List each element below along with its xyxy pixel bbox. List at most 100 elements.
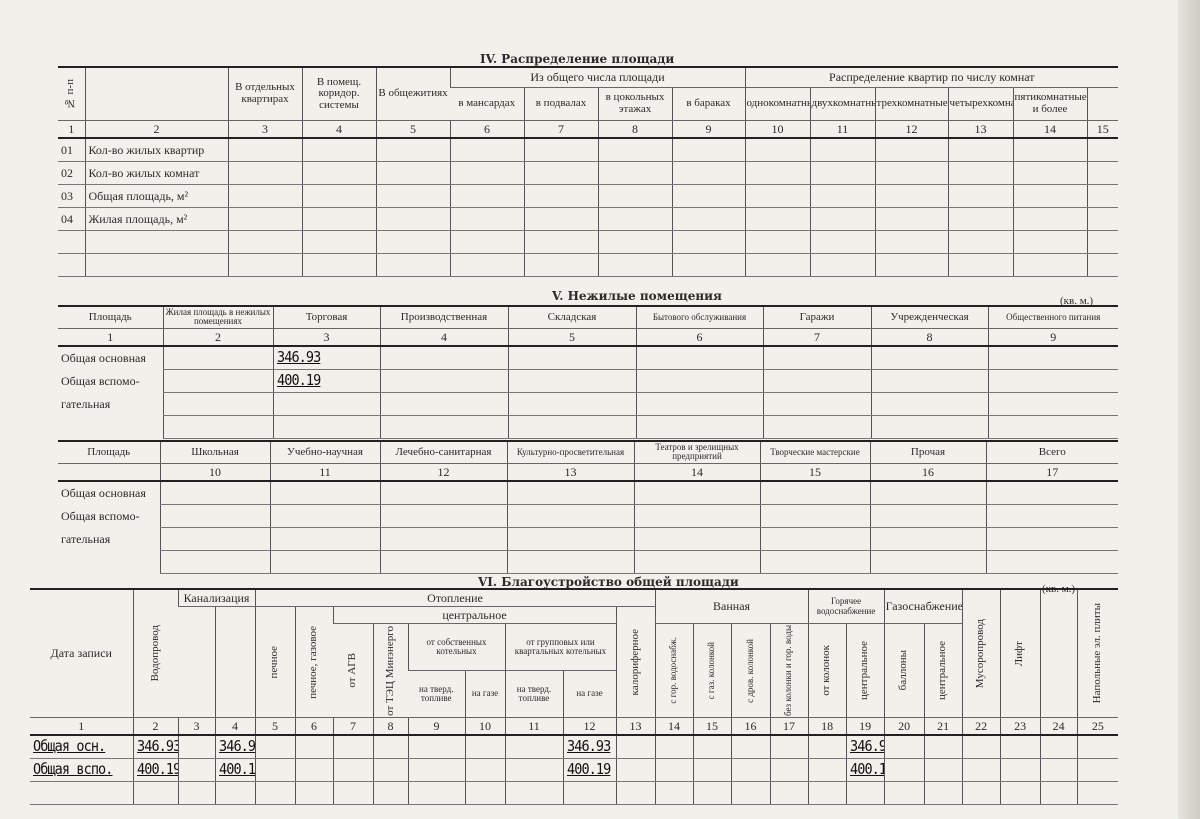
table-cell xyxy=(744,230,810,254)
table-cell xyxy=(807,758,847,783)
table-cell xyxy=(923,758,963,783)
nonresidential-table-2: Площадь Школьная Учебно-научная Лечебно-сан… xyxy=(58,439,1118,574)
table-part: Площадь Школьная Учебно-научная Лечебно-сан… xyxy=(58,439,1118,482)
table-cell xyxy=(654,781,694,806)
column-header: в бараках xyxy=(671,87,745,122)
table-row: Общая вспомо- xyxy=(58,504,1118,528)
table-cell: 346.93 xyxy=(272,345,380,370)
table-cell xyxy=(523,230,598,254)
table-cell xyxy=(654,758,694,783)
table-cell xyxy=(254,758,295,783)
column-header: в мансардах xyxy=(450,87,524,122)
column-number: 13 xyxy=(615,717,656,736)
column-number: 1 xyxy=(58,120,85,139)
table-row: 03 Общая площадь, м² xyxy=(58,184,1119,208)
handwritten-value: Общая осн. xyxy=(33,737,106,756)
table-cell xyxy=(1076,735,1119,760)
table-cell xyxy=(379,480,507,505)
table-part: баллоны xyxy=(897,650,910,691)
table-cell xyxy=(869,504,986,528)
column-header: с газ. колонкой xyxy=(692,623,732,719)
table-cell xyxy=(870,415,988,439)
column-header: пятикомнатные и более xyxy=(1012,87,1087,122)
table-cell xyxy=(671,138,745,162)
table-cell xyxy=(947,253,1013,277)
column-number: 20 xyxy=(883,717,925,736)
column-header: двухкомнатные xyxy=(809,87,875,122)
handwritten-value: 400.19 xyxy=(218,760,256,779)
column-number: 9 xyxy=(671,120,745,139)
table-cell xyxy=(671,207,745,231)
column-header: Площадь xyxy=(58,439,160,464)
table-cell xyxy=(58,415,163,438)
table-cell xyxy=(407,735,465,760)
table-part: Общая основная Общая вспомо-гательная xyxy=(58,480,1118,574)
table-cell xyxy=(947,138,1013,162)
table-cell xyxy=(464,735,505,760)
column-number: 4 xyxy=(379,328,508,347)
table-cell xyxy=(177,758,215,783)
table-cell xyxy=(177,781,215,806)
column-number: 5 xyxy=(254,717,295,736)
table-cell xyxy=(449,138,524,162)
column-header: Канализация xyxy=(177,588,255,607)
table-cell xyxy=(874,138,948,162)
column-header: Складская xyxy=(507,304,636,329)
table-cell xyxy=(845,781,885,806)
table-cell xyxy=(375,207,450,231)
column-header: Всего xyxy=(985,439,1118,464)
table-cell: 04 xyxy=(58,207,85,231)
table-row xyxy=(30,781,1119,806)
table-cell xyxy=(227,253,302,277)
column-number: 9 xyxy=(987,328,1118,347)
table-cell xyxy=(449,184,524,208)
table-cell xyxy=(809,207,875,231)
section-v-unit: (кв. м.) xyxy=(1060,295,1094,307)
table-row xyxy=(58,253,1119,277)
column-header: В общежитиях xyxy=(375,66,450,121)
table-part: Дата записи Водопровод Канализация Отоплени… xyxy=(30,588,1119,736)
table-cell xyxy=(762,369,871,393)
table-cell xyxy=(671,253,745,277)
column-header: Торговая xyxy=(272,304,380,329)
column-number: 14 xyxy=(654,717,694,736)
cell-text: Кол-во жилых квартир xyxy=(88,142,205,157)
table-cell: Жилая площадь, м² xyxy=(84,207,228,231)
table-row xyxy=(58,550,1118,574)
table-cell xyxy=(162,345,273,370)
table-row: Общая основная 346.93 xyxy=(58,345,1118,370)
table-cell xyxy=(597,230,672,254)
table-cell xyxy=(379,369,508,393)
column-number: 6 xyxy=(635,328,763,347)
column-number: 1 xyxy=(58,328,163,347)
table-cell xyxy=(269,504,380,528)
row-label: 01 xyxy=(61,142,73,157)
table-cell xyxy=(507,345,636,370)
table-cell xyxy=(1012,184,1087,208)
table-part: центральное xyxy=(936,641,949,700)
table-cell xyxy=(294,758,333,783)
table-cell xyxy=(999,758,1041,783)
table-cell: Кол-во жилых комнат xyxy=(84,161,228,185)
handwritten-value: 400.19 xyxy=(276,371,321,389)
handwritten-value: 400.19 xyxy=(849,760,885,779)
table-cell xyxy=(504,781,563,806)
table-cell xyxy=(869,550,986,574)
table-row: гательная xyxy=(58,392,1118,416)
table-cell xyxy=(449,230,524,254)
column-numbers-row: 1 2 3 4 5 6 7 8 9 10 11 12 13 14 15 xyxy=(58,120,1119,139)
table-cell xyxy=(227,207,302,231)
row-label: 02 xyxy=(61,165,73,180)
column-number xyxy=(58,463,160,482)
table-cell xyxy=(999,781,1041,806)
table-cell xyxy=(301,138,376,162)
table-cell: 346.93 xyxy=(132,735,178,760)
column-number: 3 xyxy=(272,328,380,347)
column-number: 3 xyxy=(227,120,302,139)
column-header: Общественного питания xyxy=(987,304,1118,329)
table-cell xyxy=(449,253,524,277)
table-cell xyxy=(730,781,771,806)
table-cell xyxy=(809,161,875,185)
table-cell xyxy=(870,345,988,370)
row-label: Общая основная xyxy=(61,350,146,365)
